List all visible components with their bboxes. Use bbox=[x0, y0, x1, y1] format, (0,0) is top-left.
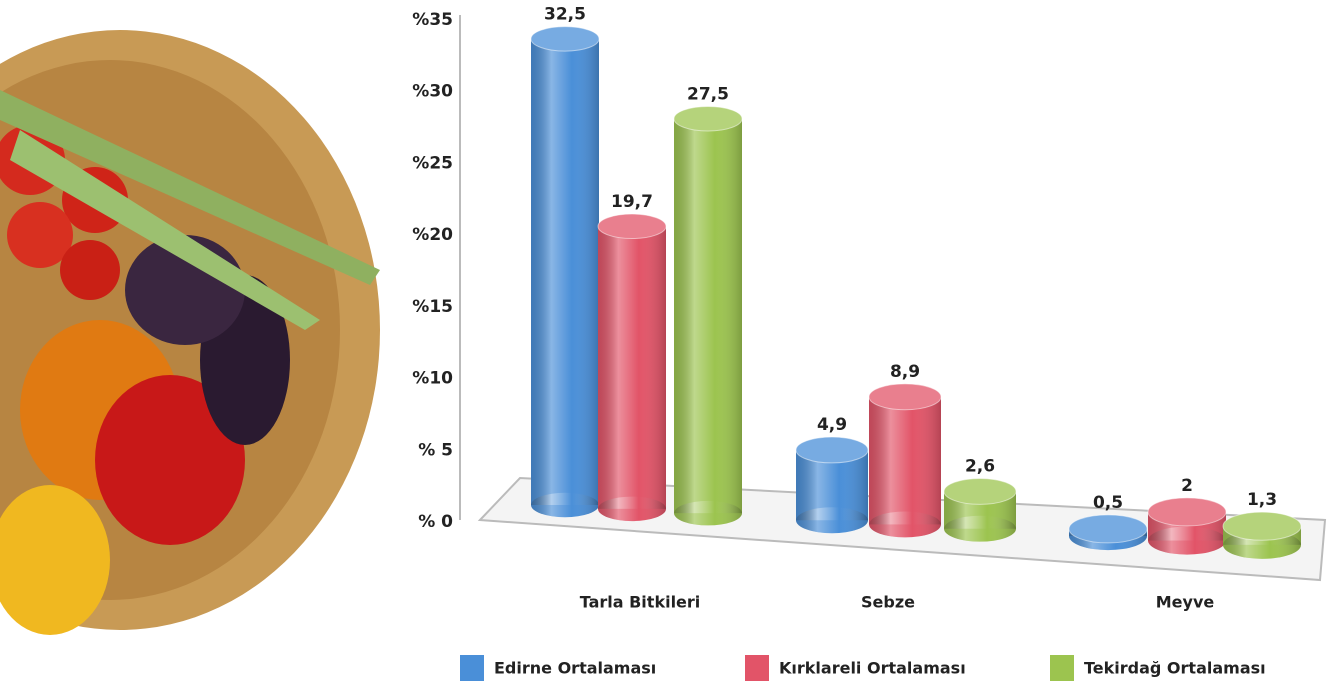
y-tick-label: %35 bbox=[412, 10, 453, 30]
y-tick-label: % 0 bbox=[418, 512, 453, 532]
bar-shine-bottom bbox=[531, 492, 599, 518]
bar-cap-shine bbox=[598, 214, 666, 239]
bar-cap bbox=[673, 106, 743, 132]
y-tick-label: % 5 bbox=[418, 440, 453, 460]
bar-shine-bottom bbox=[944, 515, 1016, 542]
y-tick-label: %15 bbox=[412, 297, 453, 317]
bar-cap bbox=[1147, 497, 1227, 527]
value-label: 32,5 bbox=[544, 5, 586, 25]
bar-cap-shine bbox=[796, 437, 868, 463]
value-label: 2,6 bbox=[965, 456, 995, 476]
legend-label: Tekirdağ Ortalaması bbox=[1084, 659, 1266, 678]
bar-shine bbox=[598, 226, 666, 509]
value-label: 19,7 bbox=[611, 192, 653, 212]
bar-shine bbox=[531, 38, 599, 505]
bar-shine-bottom bbox=[869, 511, 941, 538]
bar-cap-shine bbox=[944, 478, 1016, 505]
bar-cap-shine bbox=[674, 106, 742, 131]
legend-swatch bbox=[745, 655, 769, 681]
bar-shine-bottom bbox=[674, 500, 742, 526]
value-label: 2 bbox=[1181, 476, 1193, 496]
x-tick-label: Meyve bbox=[1156, 593, 1215, 612]
bar-cap-shine bbox=[1223, 512, 1301, 541]
bar-shine-bottom bbox=[796, 507, 868, 534]
value-label: 4,9 bbox=[817, 415, 847, 435]
bar-cap bbox=[597, 213, 667, 240]
bar-shine-bottom bbox=[1148, 526, 1226, 555]
legend-swatch bbox=[460, 655, 484, 681]
y-tick-label: %10 bbox=[412, 369, 453, 389]
legend-label: Kırklareli Ortalaması bbox=[779, 659, 966, 678]
value-label: 0,5 bbox=[1093, 493, 1123, 513]
legend-swatch bbox=[1050, 655, 1074, 681]
bar-cap-shine bbox=[1148, 497, 1226, 526]
value-label: 8,9 bbox=[890, 362, 920, 382]
y-tick-label: %20 bbox=[412, 225, 453, 245]
x-tick-label: Tarla Bitkileri bbox=[580, 593, 701, 612]
bar-cap bbox=[530, 26, 600, 52]
value-label: 1,3 bbox=[1247, 490, 1277, 510]
legend-label: Edirne Ortalaması bbox=[494, 659, 656, 678]
bar-shine bbox=[674, 118, 742, 514]
bar-cap bbox=[795, 436, 869, 464]
y-tick-label: %25 bbox=[412, 153, 453, 173]
x-tick-label: Sebze bbox=[861, 593, 915, 612]
y-tick-label: %30 bbox=[412, 82, 453, 102]
value-label: 27,5 bbox=[687, 85, 729, 105]
bar-cap bbox=[868, 383, 942, 411]
bar-cap-shine bbox=[869, 383, 941, 410]
bar-cap-shine bbox=[531, 26, 599, 52]
bar-cap-shine bbox=[1069, 514, 1147, 543]
vegetable-basket bbox=[0, 30, 380, 635]
bar-cap bbox=[1222, 511, 1302, 541]
bar-cap bbox=[1068, 514, 1148, 544]
bar-cap bbox=[943, 477, 1017, 505]
bar-shine bbox=[869, 396, 941, 525]
bar-shine-bottom bbox=[598, 496, 666, 522]
